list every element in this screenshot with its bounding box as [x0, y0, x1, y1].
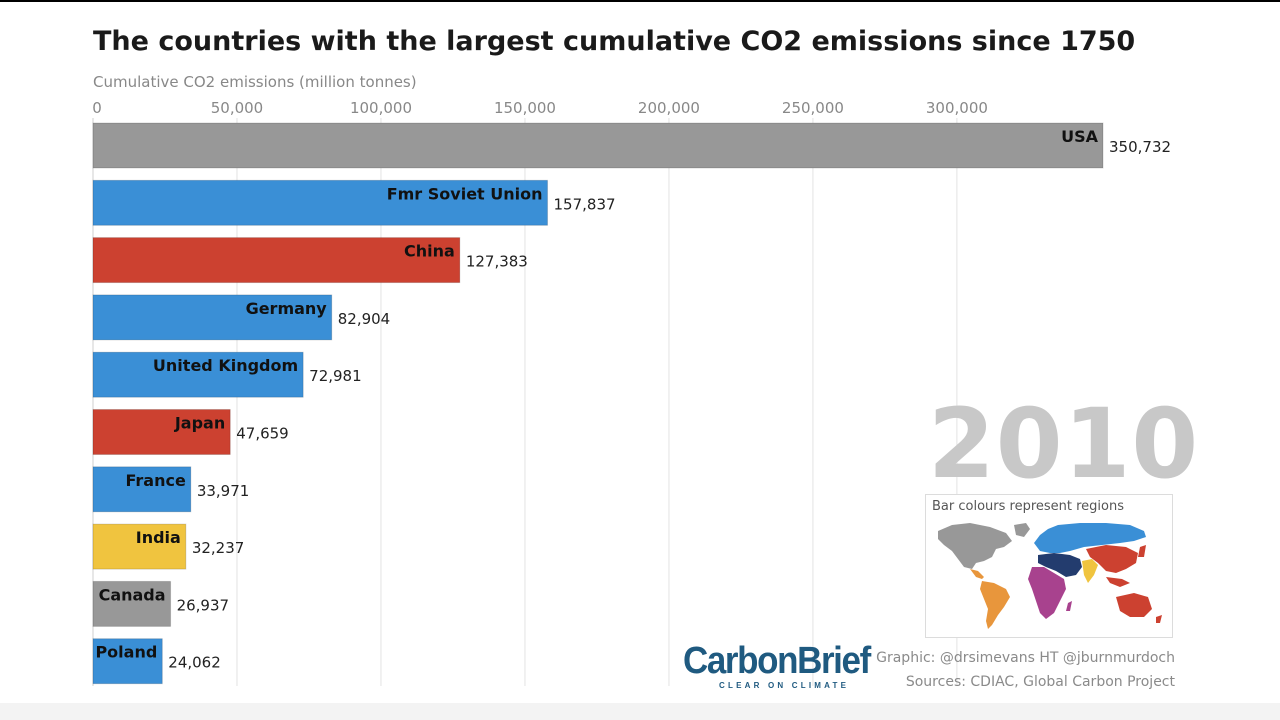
bar [92, 409, 231, 455]
legend-title: Bar colours represent regions [932, 499, 1125, 514]
bar-category-label: Poland [95, 643, 157, 662]
bar-value-label: 82,904 [338, 310, 391, 328]
x-tick-label: 0 [92, 99, 102, 117]
bar-value-label: 33,971 [197, 482, 250, 500]
bar-value-label: 32,237 [192, 539, 245, 557]
bar-value-label: 24,062 [168, 654, 221, 672]
bar [92, 466, 192, 513]
bar-value-label: 350,732 [1109, 138, 1171, 156]
bar-category-label: Japan [174, 414, 225, 433]
map-region-africa [1028, 567, 1072, 619]
map-region-middle-east [1038, 553, 1082, 577]
bar-value-label: 157,837 [554, 195, 616, 213]
bar [92, 294, 333, 341]
x-axis-ticks: 0 50,000 100,000 150,000 200,000 250,000 300,0… [92, 99, 988, 117]
map-region-latin-america [970, 569, 1010, 629]
top-border [0, 0, 1280, 2]
bar-value-label: 47,659 [236, 425, 289, 443]
graphic-credit: Graphic: @drsimevans HT @jburnmurdoch [876, 650, 1175, 666]
region-legend: Bar colours represent regions [925, 494, 1173, 638]
bar-category-label: USA [1061, 127, 1099, 146]
bar [92, 351, 304, 398]
bar-value-label: 72,981 [309, 367, 362, 385]
logo-tagline: CLEAR ON CLIMATE [719, 681, 850, 690]
x-tick-label: 250,000 [782, 99, 844, 117]
bar [92, 122, 1104, 169]
bottom-strip [0, 703, 1280, 720]
logo-wordmark: CarbonBrief [683, 640, 871, 682]
x-tick-label: 100,000 [350, 99, 412, 117]
chart-title: The countries with the largest cumulativ… [93, 26, 1136, 57]
bar-category-label: United Kingdom [153, 356, 298, 375]
bar-category-label: Canada [99, 585, 166, 604]
map-region-india [1082, 559, 1098, 583]
bar-category-label: Germany [246, 299, 328, 318]
x-axis-title: Cumulative CO2 emissions (million tonnes… [93, 73, 417, 91]
bar-category-label: Fmr Soviet Union [387, 184, 543, 203]
x-tick-label: 200,000 [638, 99, 700, 117]
bar-category-label: India [136, 528, 181, 547]
bar [92, 179, 549, 226]
map-region-north-america [938, 523, 1030, 569]
bars: USA 350,732 Fmr Soviet Union 157,837 China 12… [92, 122, 1171, 685]
bar [92, 237, 461, 284]
map-region-asia-pacific [1086, 545, 1162, 623]
sources-note: Sources: CDIAC, Global Carbon Project [905, 674, 1175, 690]
x-tick-label: 50,000 [211, 99, 264, 117]
map-region-europe [1034, 523, 1146, 553]
bar [92, 638, 163, 685]
bar-category-label: China [404, 242, 455, 261]
bar-value-label: 127,383 [466, 253, 528, 271]
world-map-icon [938, 523, 1162, 629]
bar-category-label: France [125, 471, 185, 490]
x-tick-label: 150,000 [494, 99, 556, 117]
bar [92, 580, 172, 627]
bar [92, 523, 187, 570]
bar-chart: 0 50,000 100,000 150,000 200,000 250,000 300,0… [92, 99, 1171, 686]
carbon-brief-logo: CarbonBrief CLEAR ON CLIMATE [683, 640, 871, 694]
year-label: 2010 [928, 388, 1200, 500]
bar-value-label: 26,937 [177, 596, 230, 614]
x-tick-label: 300,000 [926, 99, 988, 117]
